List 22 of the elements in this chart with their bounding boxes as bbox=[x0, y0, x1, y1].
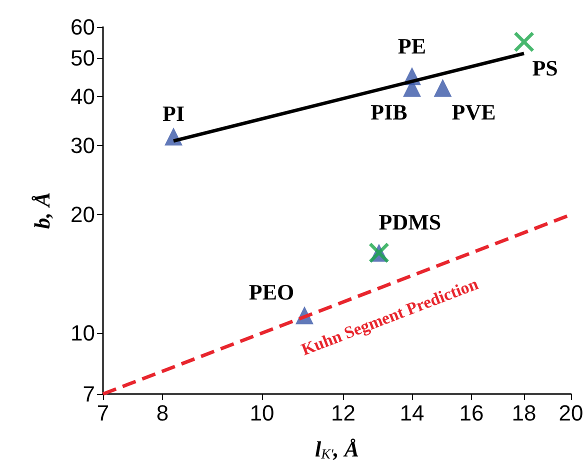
y-tick-label: 20 bbox=[70, 202, 95, 228]
y-tick-label: 30 bbox=[70, 132, 95, 158]
y-tick-label: 7 bbox=[82, 382, 95, 406]
y-tick-label: 40 bbox=[70, 84, 95, 109]
annotation: PVE bbox=[452, 99, 496, 124]
annotation: PE bbox=[398, 34, 426, 59]
y-tick-label: 60 bbox=[70, 14, 95, 40]
annotation: PS bbox=[532, 55, 558, 80]
annotation: PIB bbox=[370, 99, 408, 124]
x-tick-label: 20 bbox=[558, 400, 584, 426]
annotation: PI bbox=[162, 101, 185, 126]
x-tick-label: 16 bbox=[459, 400, 484, 426]
x-tick-label: 12 bbox=[331, 400, 356, 426]
x-tick-label: 18 bbox=[512, 400, 536, 426]
x-tick-label: 8 bbox=[156, 400, 169, 426]
annotation: PEO bbox=[248, 280, 294, 305]
x-tick-label: 14 bbox=[400, 400, 424, 426]
y-tick-label: 50 bbox=[70, 46, 95, 71]
y-axis-title: b, Å bbox=[30, 192, 54, 229]
y-tick-label: 10 bbox=[70, 320, 95, 346]
annotation: PDMS bbox=[378, 209, 442, 234]
x-tick-label: 10 bbox=[250, 400, 274, 426]
